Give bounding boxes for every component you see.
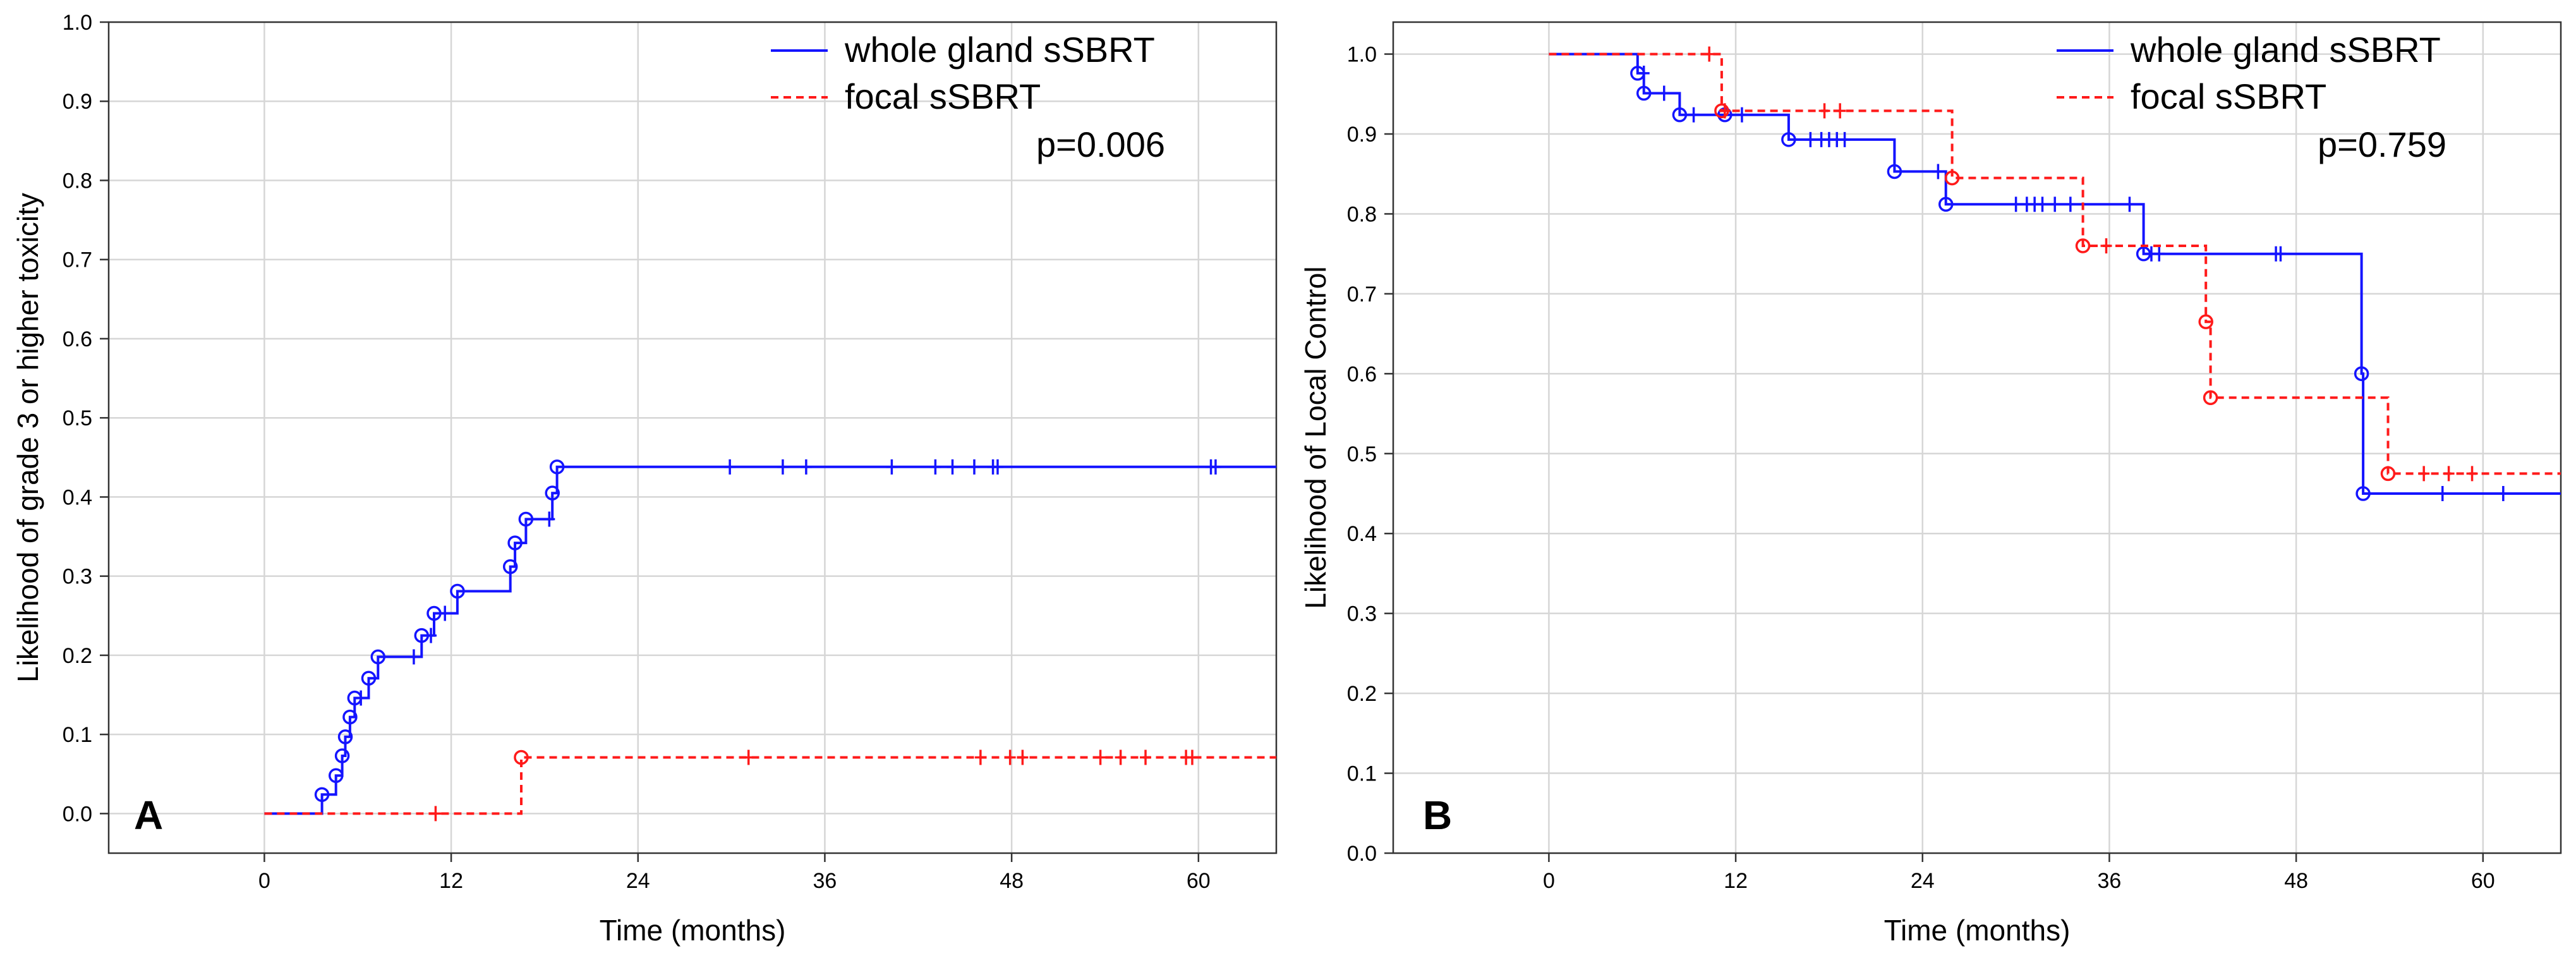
event-marker-focal-ssbrt <box>2203 390 2218 406</box>
panel-letter: B <box>1423 792 1452 838</box>
event-marker-whole-gland-ssbrt <box>450 583 465 599</box>
series-line-focal-ssbrt <box>1549 52 2561 475</box>
y-tick-label: 0.3 <box>1347 602 1377 626</box>
event-marker-whole-gland-ssbrt <box>549 459 565 475</box>
series-line-whole-gland-ssbrt <box>264 465 1276 815</box>
y-tick-label: 0.1 <box>1347 762 1377 786</box>
y-tick-label: 0.5 <box>63 406 92 430</box>
x-tick-label: 0 <box>258 869 270 893</box>
x-tick-label: 24 <box>626 869 650 893</box>
event-marker-whole-gland-ssbrt <box>2136 246 2151 262</box>
y-tick-label: 0.8 <box>63 169 92 193</box>
event-marker-whole-gland-ssbrt <box>334 748 350 763</box>
event-marker-focal-ssbrt <box>1714 103 1729 119</box>
series-group <box>264 459 1276 822</box>
y-tick-label: 0.3 <box>63 565 92 589</box>
panel-letter: A <box>134 792 163 838</box>
event-marker-whole-gland-ssbrt <box>1938 197 1954 212</box>
event-marker-whole-gland-ssbrt <box>314 787 330 803</box>
event-marker-whole-gland-ssbrt <box>2354 366 2369 382</box>
event-marker-whole-gland-ssbrt <box>337 729 353 744</box>
legend-label: focal sSBRT <box>2131 76 2326 116</box>
event-marker-whole-gland-ssbrt <box>414 628 430 643</box>
event-marker-whole-gland-ssbrt <box>1672 107 1688 123</box>
event-marker-whole-gland-ssbrt <box>1630 66 1645 81</box>
x-tick-label: 48 <box>2284 869 2308 893</box>
event-marker-focal-ssbrt <box>514 750 529 765</box>
series-line-focal-ssbrt <box>264 756 1276 815</box>
y-tick-label: 0.5 <box>1347 442 1377 466</box>
p-value-annotation: p=0.759 <box>2318 124 2446 164</box>
y-tick-label: 0.4 <box>63 485 92 509</box>
series-group <box>1549 46 2561 502</box>
event-marker-whole-gland-ssbrt <box>507 535 523 550</box>
legend-label: whole gland sSBRT <box>844 30 1155 70</box>
plot-area <box>109 22 1276 853</box>
event-marker-whole-gland-ssbrt <box>1636 85 1652 101</box>
p-value-annotation: p=0.006 <box>1036 124 1165 164</box>
y-tick-label: 0.7 <box>63 248 92 272</box>
event-marker-whole-gland-ssbrt <box>426 605 442 621</box>
y-tick-label: 0.1 <box>63 723 92 747</box>
event-marker-whole-gland-ssbrt <box>361 671 377 686</box>
y-tick-label: 0.2 <box>63 644 92 668</box>
event-marker-whole-gland-ssbrt <box>1781 132 1796 147</box>
event-marker-whole-gland-ssbrt <box>342 709 358 725</box>
event-marker-whole-gland-ssbrt <box>370 649 386 665</box>
x-axis-label: Time (months) <box>600 914 786 947</box>
y-axis-label: Likelihood of grade 3 or higher toxicity <box>11 193 44 683</box>
y-tick-label: 0.0 <box>63 802 92 826</box>
x-tick-label: 24 <box>1911 869 1935 893</box>
x-tick-label: 36 <box>813 869 837 893</box>
y-tick-label: 1.0 <box>63 11 92 35</box>
y-tick-label: 0.7 <box>1347 282 1377 307</box>
event-marker-focal-ssbrt <box>2380 466 2396 482</box>
x-tick-label: 0 <box>1543 869 1555 893</box>
y-tick-label: 0.8 <box>1347 202 1377 226</box>
event-marker-whole-gland-ssbrt <box>328 768 344 784</box>
y-tick-label: 0.2 <box>1347 682 1377 706</box>
y-tick-label: 0.9 <box>1347 123 1377 147</box>
legend-label: focal sSBRT <box>845 76 1041 116</box>
plot-frame <box>1392 21 2562 854</box>
y-axis-label: Likelihood of Local Control <box>1299 266 1332 609</box>
event-marker-focal-ssbrt <box>2198 314 2213 329</box>
x-tick-label: 60 <box>1187 869 1211 893</box>
y-tick-label: 0.0 <box>1347 842 1377 866</box>
event-marker-whole-gland-ssbrt <box>502 559 518 574</box>
event-marker-whole-gland-ssbrt <box>1887 164 1902 179</box>
x-tick-label: 12 <box>1724 869 1748 893</box>
panel-a-toxicity-chart: 0 12 24 36 48 60 0.0 0.1 0.2 0.3 0.4 0.5 0.6 0.7 0.8 0.… <box>11 11 1278 947</box>
event-marker-focal-ssbrt <box>2075 238 2091 253</box>
x-tick-label: 60 <box>2471 869 2495 893</box>
event-marker-whole-gland-ssbrt <box>2355 486 2371 501</box>
y-tick-label: 0.9 <box>63 90 92 114</box>
plot-frame <box>107 21 1278 854</box>
plot-area <box>1393 22 2561 853</box>
x-tick-label: 48 <box>1000 869 1024 893</box>
panel-b-local-control-chart: 0 12 24 36 48 60 0.0 0.1 0.2 0.3 0.4 0.5 0.6 0.7 0.8 0.… <box>1299 21 2562 947</box>
y-tick-label: 0.4 <box>1347 522 1377 546</box>
y-tick-label: 1.0 <box>1347 43 1377 67</box>
event-marker-whole-gland-ssbrt <box>347 690 363 706</box>
y-tick-label: 0.6 <box>1347 362 1377 386</box>
event-marker-focal-ssbrt <box>1944 170 1960 186</box>
y-tick-label: 0.6 <box>63 327 92 351</box>
event-marker-whole-gland-ssbrt <box>518 511 534 527</box>
x-axis-label: Time (months) <box>1884 914 2071 947</box>
legend-label: whole gland sSBRT <box>2130 30 2441 70</box>
x-tick-label: 12 <box>439 869 463 893</box>
x-tick-label: 36 <box>2098 869 2122 893</box>
event-marker-whole-gland-ssbrt <box>545 485 560 501</box>
